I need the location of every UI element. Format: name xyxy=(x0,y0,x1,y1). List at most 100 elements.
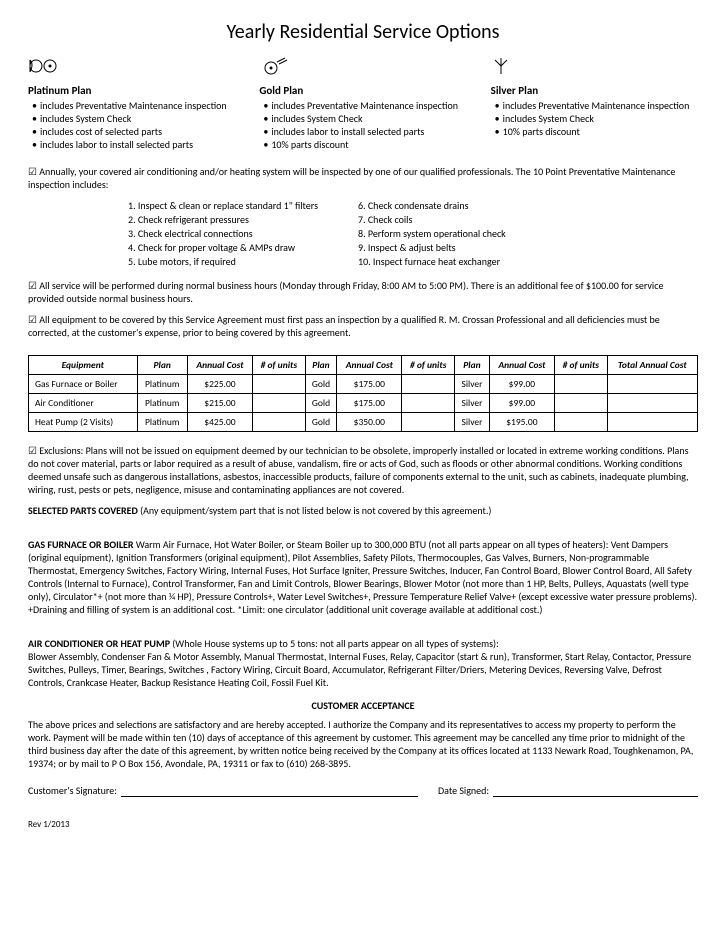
th: # of units xyxy=(554,356,607,375)
signature-label: Customer's Signature: xyxy=(28,784,117,797)
selected-parts-heading: SELECTED PARTS COVERED (Any equipment/sy… xyxy=(28,504,698,517)
th: Plan xyxy=(305,356,337,375)
list-item: 9. Inspect & adjust belts xyxy=(358,241,506,255)
table-cell xyxy=(402,394,455,413)
list-item: 10. Inspect furnace heat exchanger xyxy=(358,255,506,269)
table-cell: $99.00 xyxy=(489,375,554,394)
list-item: 3. Check electrical connections xyxy=(128,227,318,241)
equipment-paragraph: All equipment to be covered by this Serv… xyxy=(28,313,698,339)
table-cell: $215.00 xyxy=(187,394,252,413)
table-cell: $195.00 xyxy=(489,413,554,432)
plan-features: includes Preventative Maintenance inspec… xyxy=(28,99,235,151)
list-item: 7. Check coils xyxy=(358,213,506,227)
table-cell xyxy=(402,413,455,432)
table-cell: Gold xyxy=(305,413,337,432)
page-title: Yearly Residential Service Options xyxy=(28,20,698,44)
table-row: Air ConditionerPlatinum$215.00Gold$175.0… xyxy=(29,394,698,413)
list-item: 1. Inspect & clean or replace standard 1… xyxy=(128,199,318,213)
gold-icon xyxy=(259,56,466,78)
platinum-icon xyxy=(28,56,235,78)
table-header-row: Equipment Plan Annual Cost # of units Pl… xyxy=(29,356,698,375)
th: Total Annual Cost xyxy=(607,356,697,375)
gas-head: GAS FURNACE OR BOILER xyxy=(28,538,134,551)
list-item: 8. Perform system operational check xyxy=(358,227,506,241)
plan-gold: Gold Plan includes Preventative Maintena… xyxy=(259,56,466,151)
feature: includes Preventative Maintenance inspec… xyxy=(263,99,466,112)
feature: includes System Check xyxy=(32,112,235,125)
table-cell: $175.00 xyxy=(337,394,402,413)
table-cell: Air Conditioner xyxy=(29,394,138,413)
table-cell: $99.00 xyxy=(489,394,554,413)
th: Annual Cost xyxy=(489,356,554,375)
table-cell xyxy=(554,413,607,432)
table-cell: Silver xyxy=(455,413,490,432)
plan-silver: Silver Plan includes Preventative Mainte… xyxy=(491,56,698,151)
exclusions-paragraph: Exclusions: Plans will not be issued on … xyxy=(28,444,698,496)
selected-parts-tail: (Any equipment/system part that is not l… xyxy=(138,504,492,517)
th: Annual Cost xyxy=(337,356,402,375)
hours-paragraph: All service will be performed during nor… xyxy=(28,279,698,305)
feature: includes labor to install selected parts xyxy=(263,125,466,138)
ac-head: AIR CONDITIONER OR HEAT PUMP xyxy=(28,637,170,650)
table-cell: Gas Furnace or Boiler xyxy=(29,375,138,394)
plans-row: Platinum Plan includes Preventative Main… xyxy=(28,56,698,151)
plan-features: includes Preventative Maintenance inspec… xyxy=(259,99,466,151)
silver-icon xyxy=(491,56,698,78)
table-cell xyxy=(554,375,607,394)
list-item: 4. Check for proper voltage & AMPs draw xyxy=(128,241,318,255)
plan-name: Gold Plan xyxy=(259,84,466,97)
signature-row: Customer's Signature: Date Signed: xyxy=(28,784,698,797)
th: # of units xyxy=(253,356,306,375)
acceptance-title: CUSTOMER ACCEPTANCE xyxy=(28,699,698,712)
feature: includes System Check xyxy=(495,112,698,125)
table-cell: Gold xyxy=(305,375,337,394)
table-cell xyxy=(607,394,697,413)
table-cell: Silver xyxy=(455,375,490,394)
table-cell: Silver xyxy=(455,394,490,413)
inspection-right: 6. Check condensate drains 7. Check coil… xyxy=(358,199,506,269)
plan-features: includes Preventative Maintenance inspec… xyxy=(491,99,698,138)
date-label: Date Signed: xyxy=(438,784,489,797)
table-cell: $225.00 xyxy=(187,375,252,394)
intro-paragraph: Annually, your covered air conditioning … xyxy=(28,165,698,191)
ac-section: AIR CONDITIONER OR HEAT PUMP (Whole Hous… xyxy=(28,624,698,689)
selected-parts-bold: SELECTED PARTS COVERED xyxy=(28,504,138,517)
inspection-list: 1. Inspect & clean or replace standard 1… xyxy=(28,199,698,269)
feature: 10% parts discount xyxy=(263,138,466,151)
plan-platinum: Platinum Plan includes Preventative Main… xyxy=(28,56,235,151)
signature-line[interactable] xyxy=(121,784,418,797)
revision: Rev 1/2013 xyxy=(28,819,698,830)
table-cell: Gold xyxy=(305,394,337,413)
list-item: 2. Check refrigerant pressures xyxy=(128,213,318,227)
th: Annual Cost xyxy=(187,356,252,375)
table-cell xyxy=(607,413,697,432)
inspection-left: 1. Inspect & clean or replace standard 1… xyxy=(128,199,318,269)
feature: includes cost of selected parts xyxy=(32,125,235,138)
th: Plan xyxy=(137,356,187,375)
table-cell: Heat Pump (2 Visits) xyxy=(29,413,138,432)
table-cell: Platinum xyxy=(137,375,187,394)
acceptance-body: The above prices and selections are sati… xyxy=(28,718,698,770)
table-cell xyxy=(402,375,455,394)
feature: includes System Check xyxy=(263,112,466,125)
table-cell xyxy=(253,394,306,413)
table-cell xyxy=(607,375,697,394)
table-cell: Platinum xyxy=(137,413,187,432)
table-cell xyxy=(554,394,607,413)
plan-name: Platinum Plan xyxy=(28,84,235,97)
table-cell: $425.00 xyxy=(187,413,252,432)
table-row: Heat Pump (2 Visits)Platinum$425.00Gold$… xyxy=(29,413,698,432)
feature: 10% parts discount xyxy=(495,125,698,138)
list-item: 6. Check condensate drains xyxy=(358,199,506,213)
table-cell xyxy=(253,413,306,432)
feature: includes labor to install selected parts xyxy=(32,138,235,151)
list-item: 5. Lube motors, if required xyxy=(128,255,318,269)
table-cell xyxy=(253,375,306,394)
th: # of units xyxy=(402,356,455,375)
table-cell: $350.00 xyxy=(337,413,402,432)
table-row: Gas Furnace or BoilerPlatinum$225.00 Gold… xyxy=(29,375,698,394)
date-field: Date Signed: xyxy=(438,784,698,797)
th: Plan xyxy=(455,356,490,375)
date-line[interactable] xyxy=(493,784,698,797)
plan-name: Silver Plan xyxy=(491,84,698,97)
